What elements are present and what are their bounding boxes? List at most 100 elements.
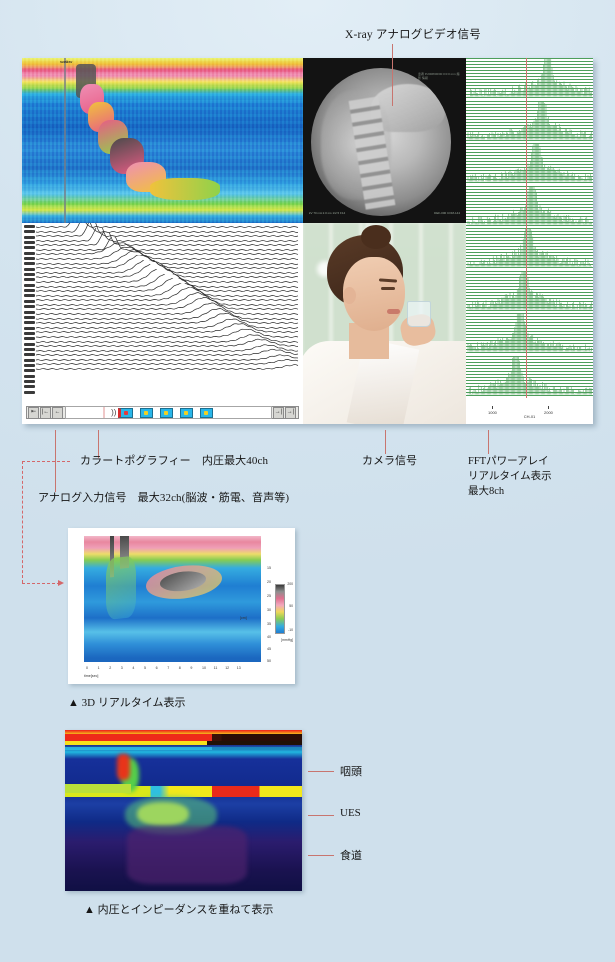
channel-tag [24, 348, 35, 351]
channel-tag [24, 327, 35, 330]
three-d-descending-band [106, 555, 136, 620]
impedance-top-yellow-band [65, 741, 302, 745]
fft-channel-label: CH-01 [466, 414, 593, 419]
callout-fft-line1: FFTパワーアレイ [468, 454, 552, 469]
three-d-skew-layer [84, 536, 261, 657]
callout-topography: カラートポグラフィー 内圧最大40ch [80, 454, 268, 469]
timeline-marker-region [103, 407, 105, 418]
timeline-flag-2[interactable] [140, 408, 153, 418]
three-d-xtick: 8 [179, 666, 181, 670]
three-d-xtick: 13 [237, 666, 241, 670]
toolbar-button-prev-marker[interactable]: |← [40, 407, 51, 419]
channel-tag [24, 273, 35, 276]
three-d-xtick: 11 [214, 666, 218, 670]
three-d-xtick: 5 [144, 666, 146, 670]
xray-image [311, 68, 451, 216]
three-d-xtick: 9 [190, 666, 192, 670]
timeline-track[interactable]: )) [65, 406, 272, 419]
channel-tag [24, 246, 35, 249]
channel-tag [24, 236, 35, 239]
patient-lips [387, 309, 400, 314]
channel-tag [24, 289, 35, 292]
channel-tag [24, 316, 35, 319]
toolbar-button-rewind-all[interactable]: ⇤ [28, 407, 39, 419]
dashed-connector-left [22, 461, 23, 583]
label-esophagus: 食道 [340, 847, 362, 863]
impedance-baseline-ues [65, 784, 131, 793]
three-d-ytick-50: 50 [267, 659, 271, 663]
channel-tag [24, 225, 35, 228]
impedance-cyan-band [65, 747, 302, 750]
channel-tag [24, 353, 35, 356]
fft-power-array-panel[interactable]: 1000 2000 CH-01 [466, 58, 593, 424]
callout-camera: カメラ信号 [362, 454, 417, 469]
three-d-ytick-35: 35 [267, 622, 271, 626]
timeline-flag-3[interactable] [160, 408, 173, 418]
channel-tag [24, 380, 35, 383]
three-d-ytick-15: 15 [267, 566, 271, 570]
fft-row [466, 186, 593, 227]
brochure-page: swallow [0, 0, 615, 962]
dashed-connector-arrow [58, 580, 64, 586]
xray-metadata-right: 患者 P.2008/00/00 0:0:0 mm 撮影 情報 [418, 72, 460, 80]
channel-tag [24, 375, 35, 378]
channel-tag [24, 262, 35, 265]
channel-tag [24, 284, 35, 287]
pressure-impedance-panel[interactable] [65, 730, 302, 891]
three-d-xtick: 0 [86, 666, 88, 670]
channel-tag [24, 268, 35, 271]
timeline-flag-1[interactable] [118, 408, 133, 418]
fft-row [466, 356, 593, 397]
fft-row [466, 271, 593, 312]
label-pharynx: 咽頭 [340, 763, 362, 779]
channel-tag [24, 230, 35, 233]
caption-three-d: ▲ 3D リアルタイム表示 [68, 694, 186, 710]
callout-fft-line2: リアルタイム表示 [468, 469, 552, 484]
three-d-xtick: 4 [132, 666, 134, 670]
leader-line-fft [488, 430, 489, 454]
patient-eye [381, 287, 395, 290]
three-d-ytick-30: 30 [267, 608, 271, 612]
playback-toolbar[interactable]: ⇤ |← ← )) →| [26, 406, 299, 419]
three-d-xlabel: time[sec] [84, 674, 98, 678]
camera-video-panel[interactable] [303, 223, 466, 424]
channel-tag [24, 311, 35, 314]
channel-tag [24, 321, 35, 324]
three-d-realtime-panel[interactable]: 15 20 25 30 35 40 45 50 [cm] time[sec] 2… [68, 528, 295, 684]
water-glass [407, 301, 431, 327]
color-topography-panel[interactable]: swallow [22, 58, 303, 223]
channel-tag [24, 252, 35, 255]
three-d-ytick-25: 25 [267, 594, 271, 598]
three-d-colorbar-min: -10 [288, 628, 293, 632]
fft-traces [466, 58, 593, 398]
leader-line-xray [392, 44, 393, 106]
topography-marker-tag: swallow [60, 59, 72, 64]
caption-impedance: ▲ 内圧とインピーダンスを重ねて表示 [84, 901, 273, 917]
leader-line-camera [385, 430, 386, 454]
analog-waveform-panel[interactable]: ⇤ |← ← )) →| [22, 223, 303, 424]
left-column: swallow [22, 58, 303, 424]
dashed-connector-top [22, 461, 70, 462]
three-d-colorbar [275, 584, 285, 634]
three-d-xtick: 3 [121, 666, 123, 670]
timeline-flag-4[interactable] [180, 408, 193, 418]
channel-tag [24, 241, 35, 244]
three-d-xtick: 7 [167, 666, 169, 670]
three-d-ytick-20: 20 [267, 580, 271, 584]
channel-tag [24, 257, 35, 260]
impedance-bolus-red [117, 754, 130, 780]
timeline-flag-5[interactable] [200, 408, 213, 418]
three-d-xtick: 12 [225, 666, 229, 670]
three-d-surface [84, 536, 261, 662]
toolbar-button-prev[interactable]: ← [52, 407, 63, 419]
fft-cursor[interactable] [526, 58, 527, 398]
toolbar-button-next[interactable]: →| [273, 407, 284, 419]
fft-row [466, 101, 593, 142]
xray-video-panel[interactable]: 患者 P.2008/00/00 0:0:0 mm 撮影 情報 kV 70 mA … [303, 58, 466, 223]
impedance-top-red-band [65, 734, 302, 741]
topography-cursor[interactable] [64, 58, 66, 223]
channel-tag [24, 337, 35, 340]
toolbar-button-forward-all[interactable]: →| [285, 407, 296, 419]
callout-fft: FFTパワーアレイ リアルタイム表示 最大8ch [468, 454, 552, 500]
channel-tag [24, 359, 35, 362]
